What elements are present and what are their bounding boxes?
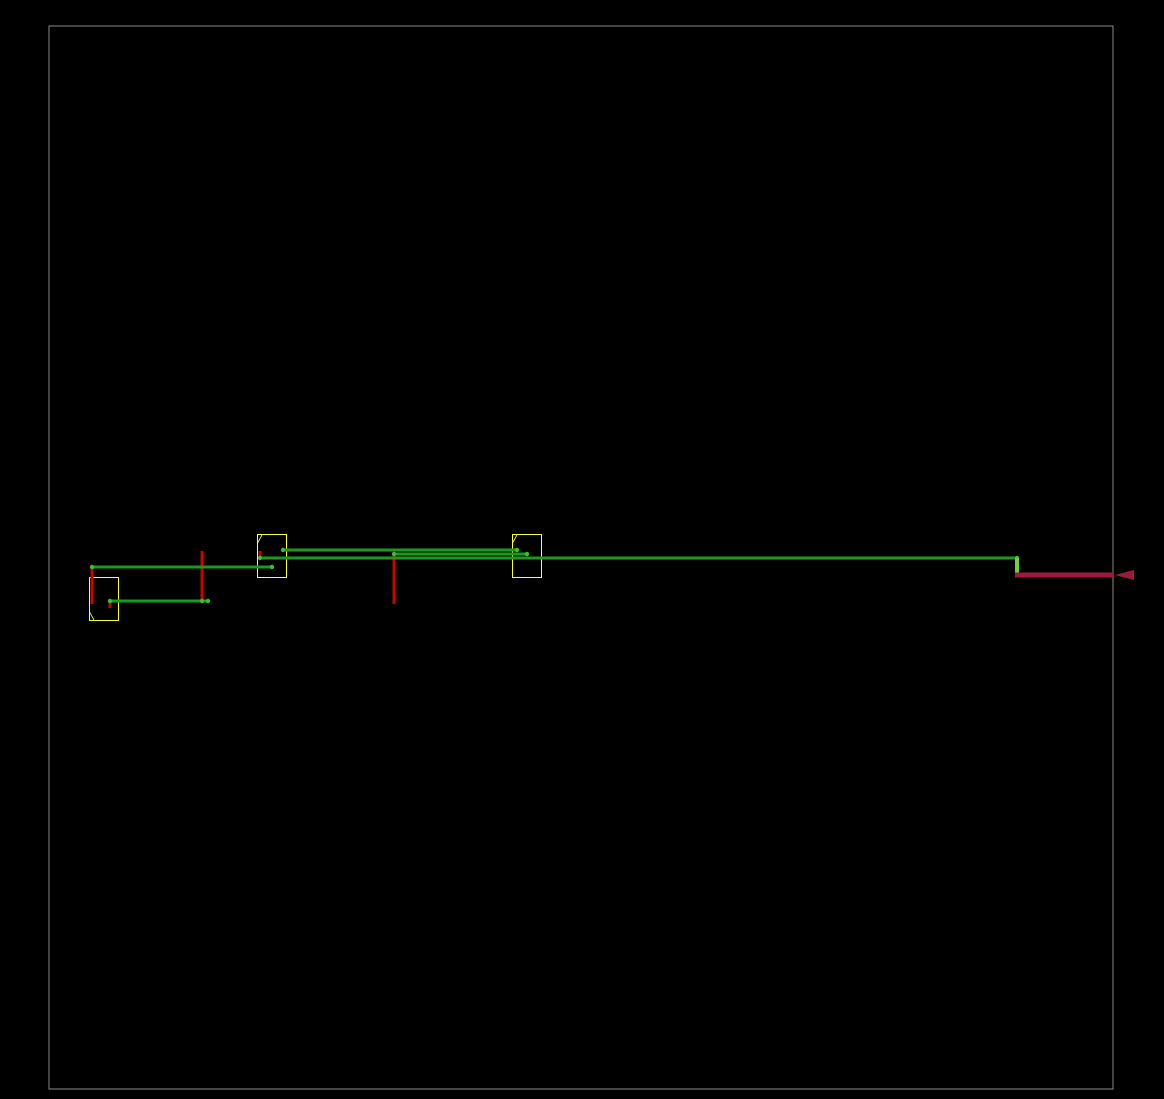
via[interactable] [89,564,95,570]
cell-outline[interactable] [512,534,542,578]
cell-outline[interactable] [257,534,287,578]
via[interactable] [257,555,263,561]
cell-orientation-mark [257,534,263,544]
via-group [89,547,1020,604]
triangle-left-icon[interactable] [1115,570,1134,580]
output-pin-group [1015,558,1134,580]
via[interactable] [205,598,211,604]
via[interactable] [514,547,520,553]
cell-orientation-mark [89,611,95,621]
vertical-route-group [90,551,396,608]
cell-outline[interactable] [89,577,119,621]
die-boundary [48,25,1114,1090]
via[interactable] [391,551,397,557]
cell-orientation-mark [512,534,518,544]
horizontal-route-group [92,548,1017,603]
via[interactable] [280,547,286,553]
via[interactable] [269,564,275,570]
cell-group [89,534,542,621]
via[interactable] [524,551,530,557]
via[interactable] [107,598,113,604]
via[interactable] [199,598,205,604]
